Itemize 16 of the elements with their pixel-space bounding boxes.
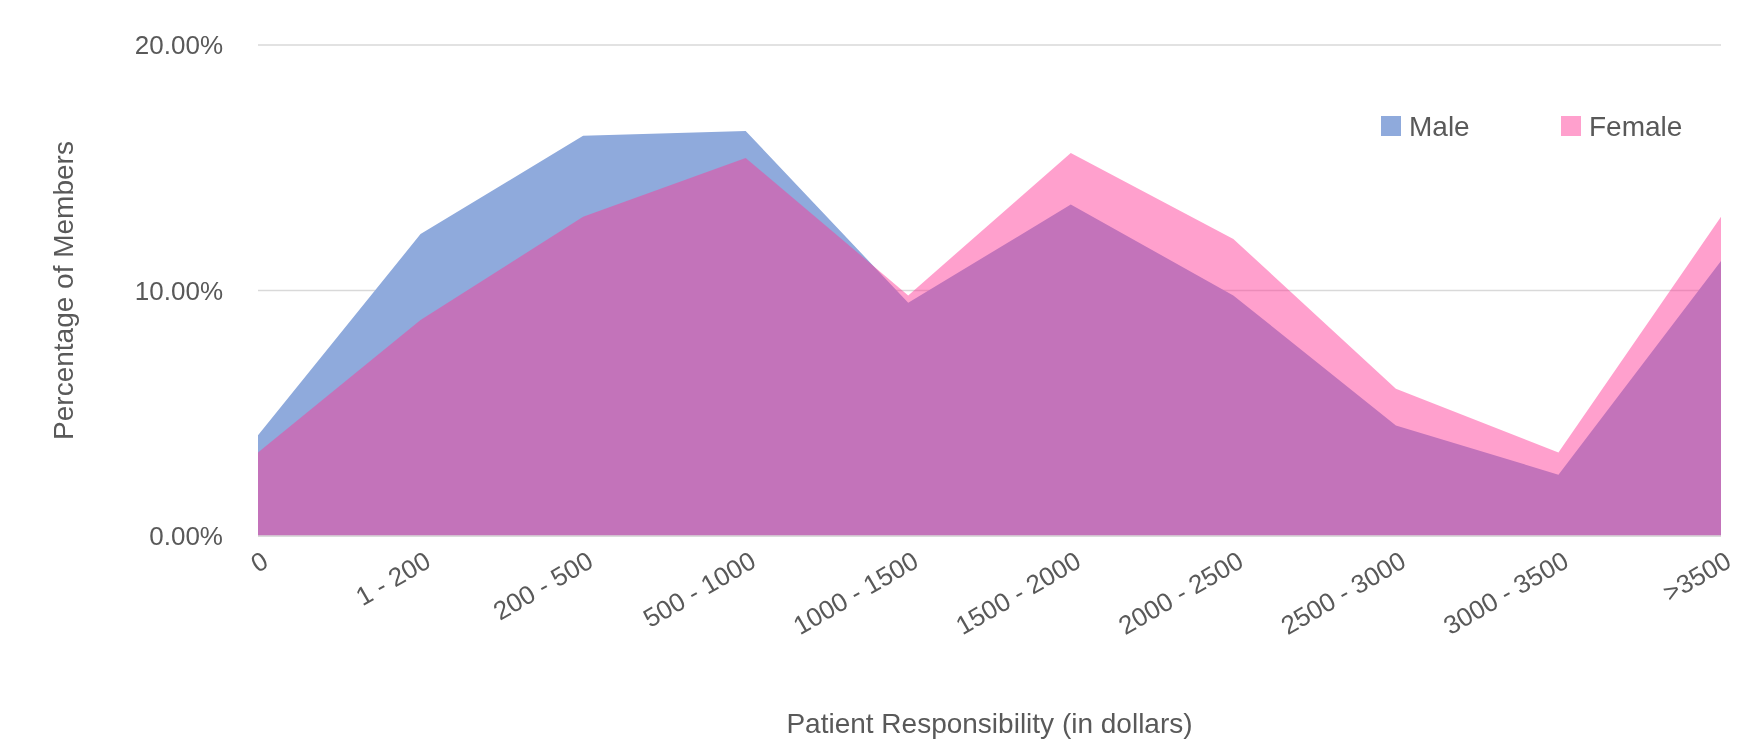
legend-label: Male (1409, 110, 1470, 142)
x-tick-label: 1 - 200 (350, 545, 436, 612)
legend-label: Female (1589, 110, 1683, 142)
y-axis-title: Percentage of Members (48, 141, 79, 440)
x-tick-label: 500 - 1000 (638, 545, 761, 634)
x-tick-label: 1500 - 2000 (950, 545, 1086, 641)
y-tick-label: 10.00% (134, 275, 223, 306)
x-tick-label: 1000 - 1500 (788, 545, 924, 641)
y-tick-label: 0.00% (149, 521, 223, 552)
y-tick-label: 20.00% (134, 30, 223, 61)
x-tick-label: 0 (245, 545, 273, 579)
x-tick-label: 3000 - 3500 (1438, 545, 1574, 641)
x-tick-label: 2000 - 2500 (1113, 545, 1249, 641)
x-tick-label: 2500 - 3000 (1275, 545, 1411, 641)
x-axis-title: Patient Responsibility (in dollars) (786, 708, 1193, 739)
x-tick-label: 200 - 500 (487, 545, 599, 627)
